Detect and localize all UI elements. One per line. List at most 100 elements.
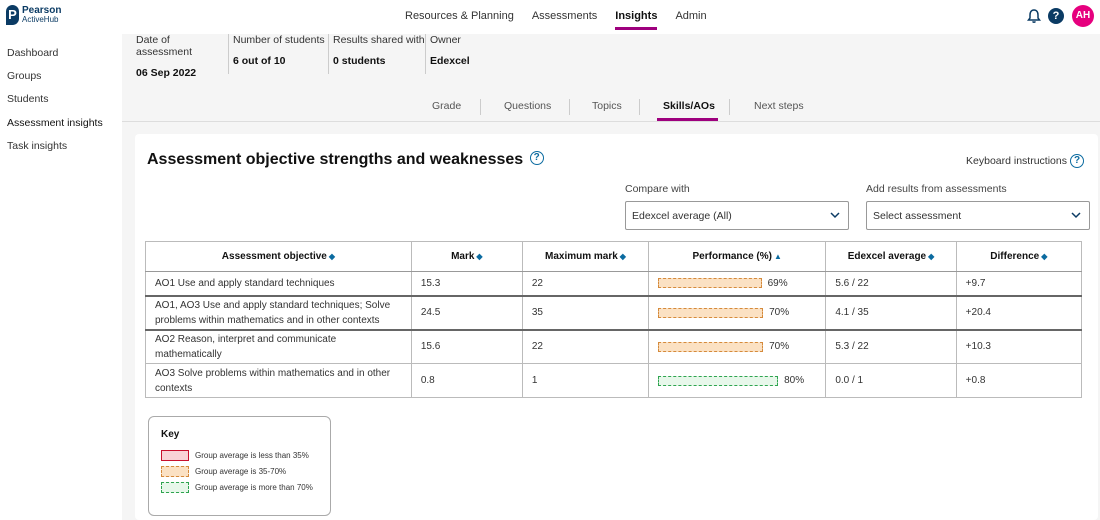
performance-cell: 70% (648, 295, 827, 331)
sort-icon: ◆ (1041, 252, 1048, 261)
key-item-mid: Group average is 35-70% (161, 466, 286, 477)
nav-assessments[interactable]: Assessments (531, 10, 598, 22)
tab-divider (480, 99, 481, 115)
key-item-high: Group average is more than 70% (161, 482, 313, 493)
performance-bar (658, 278, 762, 289)
keyboard-instructions-link[interactable]: Keyboard instructions ? (966, 154, 1084, 168)
column-header-mark[interactable]: Mark ◆ (410, 241, 523, 272)
assessment-objectives-table: Assessment objective ◆ Mark ◆ Maximum mark… (145, 241, 1083, 398)
logo-text: Pearson ActiveHub (22, 5, 62, 25)
max-mark-cell: 35 (521, 295, 650, 331)
performance-label: 80% (784, 375, 805, 386)
sort-icon: ◆ (476, 252, 483, 261)
table-row: AO1 Use and apply standard techniques 15… (145, 271, 1083, 297)
table-row: AO3 Solve problems within mathematics an… (145, 363, 1083, 398)
max-mark-cell: 1 (521, 363, 650, 398)
column-header-maximum-mark[interactable]: Maximum mark ◆ (521, 241, 650, 272)
average-cell: 5.3 / 22 (825, 329, 957, 364)
chevron-down-icon (830, 212, 840, 219)
nav-insights[interactable]: Insights (615, 0, 658, 30)
table-row: AO2 Reason, interpret and communicate ma… (145, 329, 1083, 364)
tab-divider (639, 99, 640, 115)
column-header-label: Maximum mark (544, 251, 618, 262)
performance-label: 70% (769, 341, 790, 353)
performance-cell: 70% (648, 329, 827, 364)
objective-cell: AO1 Use and apply standard techniques (145, 271, 412, 297)
insight-tabs: Grade Questions Topics Skills/AOs Next s… (122, 96, 1100, 122)
sort-icon: ◆ (928, 252, 935, 261)
difference-cell: +0.8 (955, 363, 1083, 398)
sort-ascending-icon: ▲ (773, 252, 782, 261)
column-header-edexcel-average[interactable]: Edexcel average ◆ (825, 241, 957, 272)
sidebar-item-students[interactable]: Students (7, 93, 49, 105)
section-title: Assessment objective strengths and weakn… (147, 150, 544, 169)
tab-skills-aos[interactable]: Skills/AOs (663, 100, 715, 112)
summary-label: Results shared with (333, 34, 425, 46)
sidebar-item-dashboard[interactable]: Dashboard (7, 47, 59, 59)
difference-cell: +9.7 (955, 271, 1083, 297)
sidebar-item-task-insights[interactable]: Task insights (7, 140, 68, 152)
key-item-text: Group average is 35-70% (195, 467, 287, 476)
user-avatar[interactable]: AH (1072, 5, 1094, 27)
select-assessment-dropdown[interactable]: Select assessment (866, 201, 1090, 230)
table-row: AO1, AO3 Use and apply standard techniqu… (145, 295, 1083, 331)
tab-topics[interactable]: Topics (592, 100, 622, 112)
help-icon[interactable]: ? (529, 150, 544, 165)
pearson-logo-icon: P (6, 5, 19, 25)
mark-cell: 15.6 (410, 329, 523, 364)
mid-swatch (161, 466, 189, 477)
active-tab-indicator (657, 118, 718, 121)
summary-value: 0 students (333, 55, 386, 67)
column-header-performance[interactable]: Performance (%) ▲ (648, 241, 827, 272)
sort-icon: ◆ (328, 252, 336, 261)
performance-cell: 69% (648, 271, 827, 297)
mark-cell: 15.3 (410, 271, 523, 297)
high-swatch (161, 482, 189, 493)
sort-icon: ◆ (619, 252, 626, 261)
column-header-label: Mark (451, 251, 475, 262)
compare-with-label: Compare with (625, 183, 690, 195)
tab-next-steps[interactable]: Next steps (754, 100, 804, 112)
nav-resources-planning[interactable]: Resources & Planning (405, 10, 514, 22)
low-swatch (161, 450, 189, 461)
performance-label: 70% (769, 307, 790, 318)
nav-admin[interactable]: Admin (675, 10, 707, 22)
column-header-objective[interactable]: Assessment objective ◆ (145, 241, 412, 272)
difference-cell: +20.4 (955, 295, 1083, 331)
compare-with-dropdown[interactable]: Edexcel average (All) (625, 201, 849, 230)
sidebar-item-assessment-insights[interactable]: Assessment insights (7, 117, 103, 129)
summary-label: Date of assessment (136, 34, 193, 58)
main-content: Date of assessment 06 Sep 2022 Number of… (122, 34, 1100, 520)
table-header-row: Assessment objective ◆ Mark ◆ Maximum mark… (145, 241, 1083, 272)
performance-bar (658, 375, 779, 386)
tab-questions[interactable]: Questions (504, 100, 552, 112)
top-icons: ? AH (1026, 5, 1094, 27)
objective-cell: AO2 Reason, interpret and communicate ma… (145, 329, 412, 364)
column-header-label: Edexcel average (847, 251, 927, 262)
summary-label: Owner (430, 34, 461, 46)
performance-bar (658, 341, 764, 352)
help-icon[interactable]: ? (1048, 8, 1064, 24)
pearson-logo[interactable]: P Pearson ActiveHub (6, 5, 61, 25)
chevron-down-icon (1071, 212, 1081, 219)
key-title: Key (161, 429, 180, 440)
sidebar-item-groups[interactable]: Groups (7, 70, 42, 82)
max-mark-cell: 22 (521, 271, 650, 297)
column-header-label: Difference (990, 251, 1040, 262)
tab-grade[interactable]: Grade (432, 100, 462, 112)
add-results-label: Add results from assessments (866, 183, 1007, 195)
tab-divider (569, 99, 570, 115)
performance-cell: 80% (648, 363, 827, 398)
column-header-difference[interactable]: Difference ◆ (955, 241, 1083, 272)
key-item-low: Group average is less than 35% (161, 450, 309, 461)
sidebar: Dashboard Groups Students Assessment ins… (0, 34, 122, 520)
average-cell: 0.0 / 1 (825, 363, 957, 398)
summary-students: Number of students 6 out of 10 (228, 34, 328, 74)
logo-brand-name: Pearson (22, 5, 62, 16)
summary-value: 6 out of 10 (233, 55, 286, 67)
summary-date: Date of assessment 06 Sep 2022 (132, 34, 228, 79)
bell-icon[interactable] (1026, 8, 1042, 24)
select-assessment-placeholder: Select assessment (873, 210, 962, 222)
performance-bar (658, 307, 764, 318)
objective-cell: AO3 Solve problems within mathematics an… (145, 363, 412, 398)
